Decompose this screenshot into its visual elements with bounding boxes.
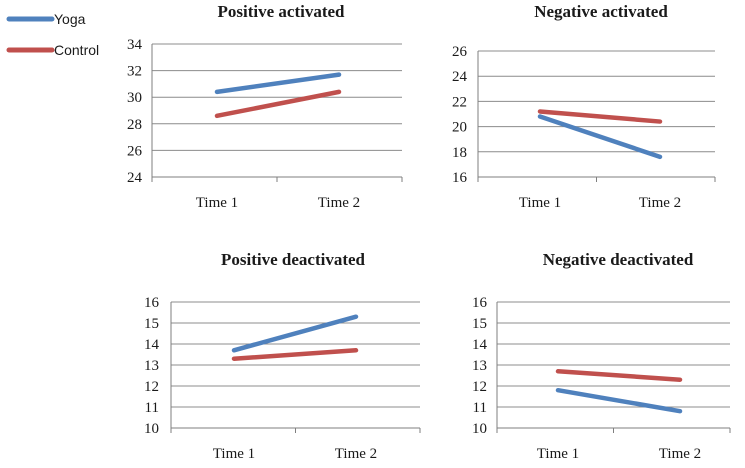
y-tick-label: 13 xyxy=(472,358,487,374)
x-tick-label: Time 2 xyxy=(659,446,701,462)
y-tick-label: 11 xyxy=(473,400,487,416)
x-tick-label: Time 1 xyxy=(537,446,579,462)
series-line-yoga xyxy=(214,72,342,95)
series-line-yoga xyxy=(231,314,359,353)
y-tick-label: 26 xyxy=(127,143,143,159)
y-tick-label: 18 xyxy=(452,145,467,161)
chart-positive-activated: Positive activated 24 26 28 30 32 34 Time 1 Time… xyxy=(127,2,403,211)
legend-label-yoga: Yoga xyxy=(54,11,86,27)
y-tick-label: 15 xyxy=(472,316,487,332)
x-tick-label: Time 2 xyxy=(335,446,377,462)
chart-title: Negative deactivated xyxy=(543,250,694,269)
x-tick-label: Time 2 xyxy=(639,195,681,211)
y-tick-label: 14 xyxy=(472,337,488,353)
y-tick-label: 32 xyxy=(127,64,142,80)
legend-label-control: Control xyxy=(54,42,99,58)
series-line-control xyxy=(537,109,663,124)
y-tick-label: 24 xyxy=(452,69,468,85)
x-tick-label: Time 1 xyxy=(213,446,255,462)
series-line-control xyxy=(555,369,683,382)
y-tick-label: 22 xyxy=(452,94,467,110)
chart-title: Positive activated xyxy=(218,2,346,21)
series-line-yoga xyxy=(537,114,663,160)
y-tick-label: 16 xyxy=(472,295,488,311)
y-tick-label: 11 xyxy=(145,400,159,416)
chart-title: Negative activated xyxy=(534,2,668,21)
y-tick-label: 28 xyxy=(127,117,142,133)
x-tick-label: Time 2 xyxy=(318,195,360,211)
series-line-control xyxy=(214,89,342,119)
y-tick-label: 16 xyxy=(144,295,160,311)
y-tick-label: 30 xyxy=(127,90,142,106)
y-tick-label: 12 xyxy=(144,379,159,395)
y-tick-label: 13 xyxy=(144,358,159,374)
y-tick-label: 20 xyxy=(452,120,467,136)
x-tick-label: Time 1 xyxy=(519,195,561,211)
series-line-yoga xyxy=(555,387,683,414)
series-line-control xyxy=(231,348,359,361)
legend: Yoga Control xyxy=(6,11,99,58)
x-tick-label: Time 1 xyxy=(196,195,238,211)
y-tick-label: 15 xyxy=(144,316,159,332)
chart-negative-activated: Negative activated 16 18 20 22 24 26 Time 1 Time… xyxy=(452,2,716,211)
chart-negative-deactivated: Negative deactivated 10 11 12 13 14 15 16 Time 1… xyxy=(472,250,731,462)
y-tick-label: 10 xyxy=(144,421,159,437)
chart-title: Positive deactivated xyxy=(221,250,366,269)
y-tick-label: 34 xyxy=(127,37,143,53)
y-tick-label: 26 xyxy=(452,44,468,60)
chart-positive-deactivated: Positive deactivated 10 11 12 13 14 15 16 Time 1… xyxy=(144,250,421,462)
y-tick-label: 10 xyxy=(472,421,487,437)
y-tick-label: 12 xyxy=(472,379,487,395)
y-tick-label: 14 xyxy=(144,337,160,353)
y-tick-label: 24 xyxy=(127,170,143,186)
y-tick-label: 16 xyxy=(452,170,468,186)
